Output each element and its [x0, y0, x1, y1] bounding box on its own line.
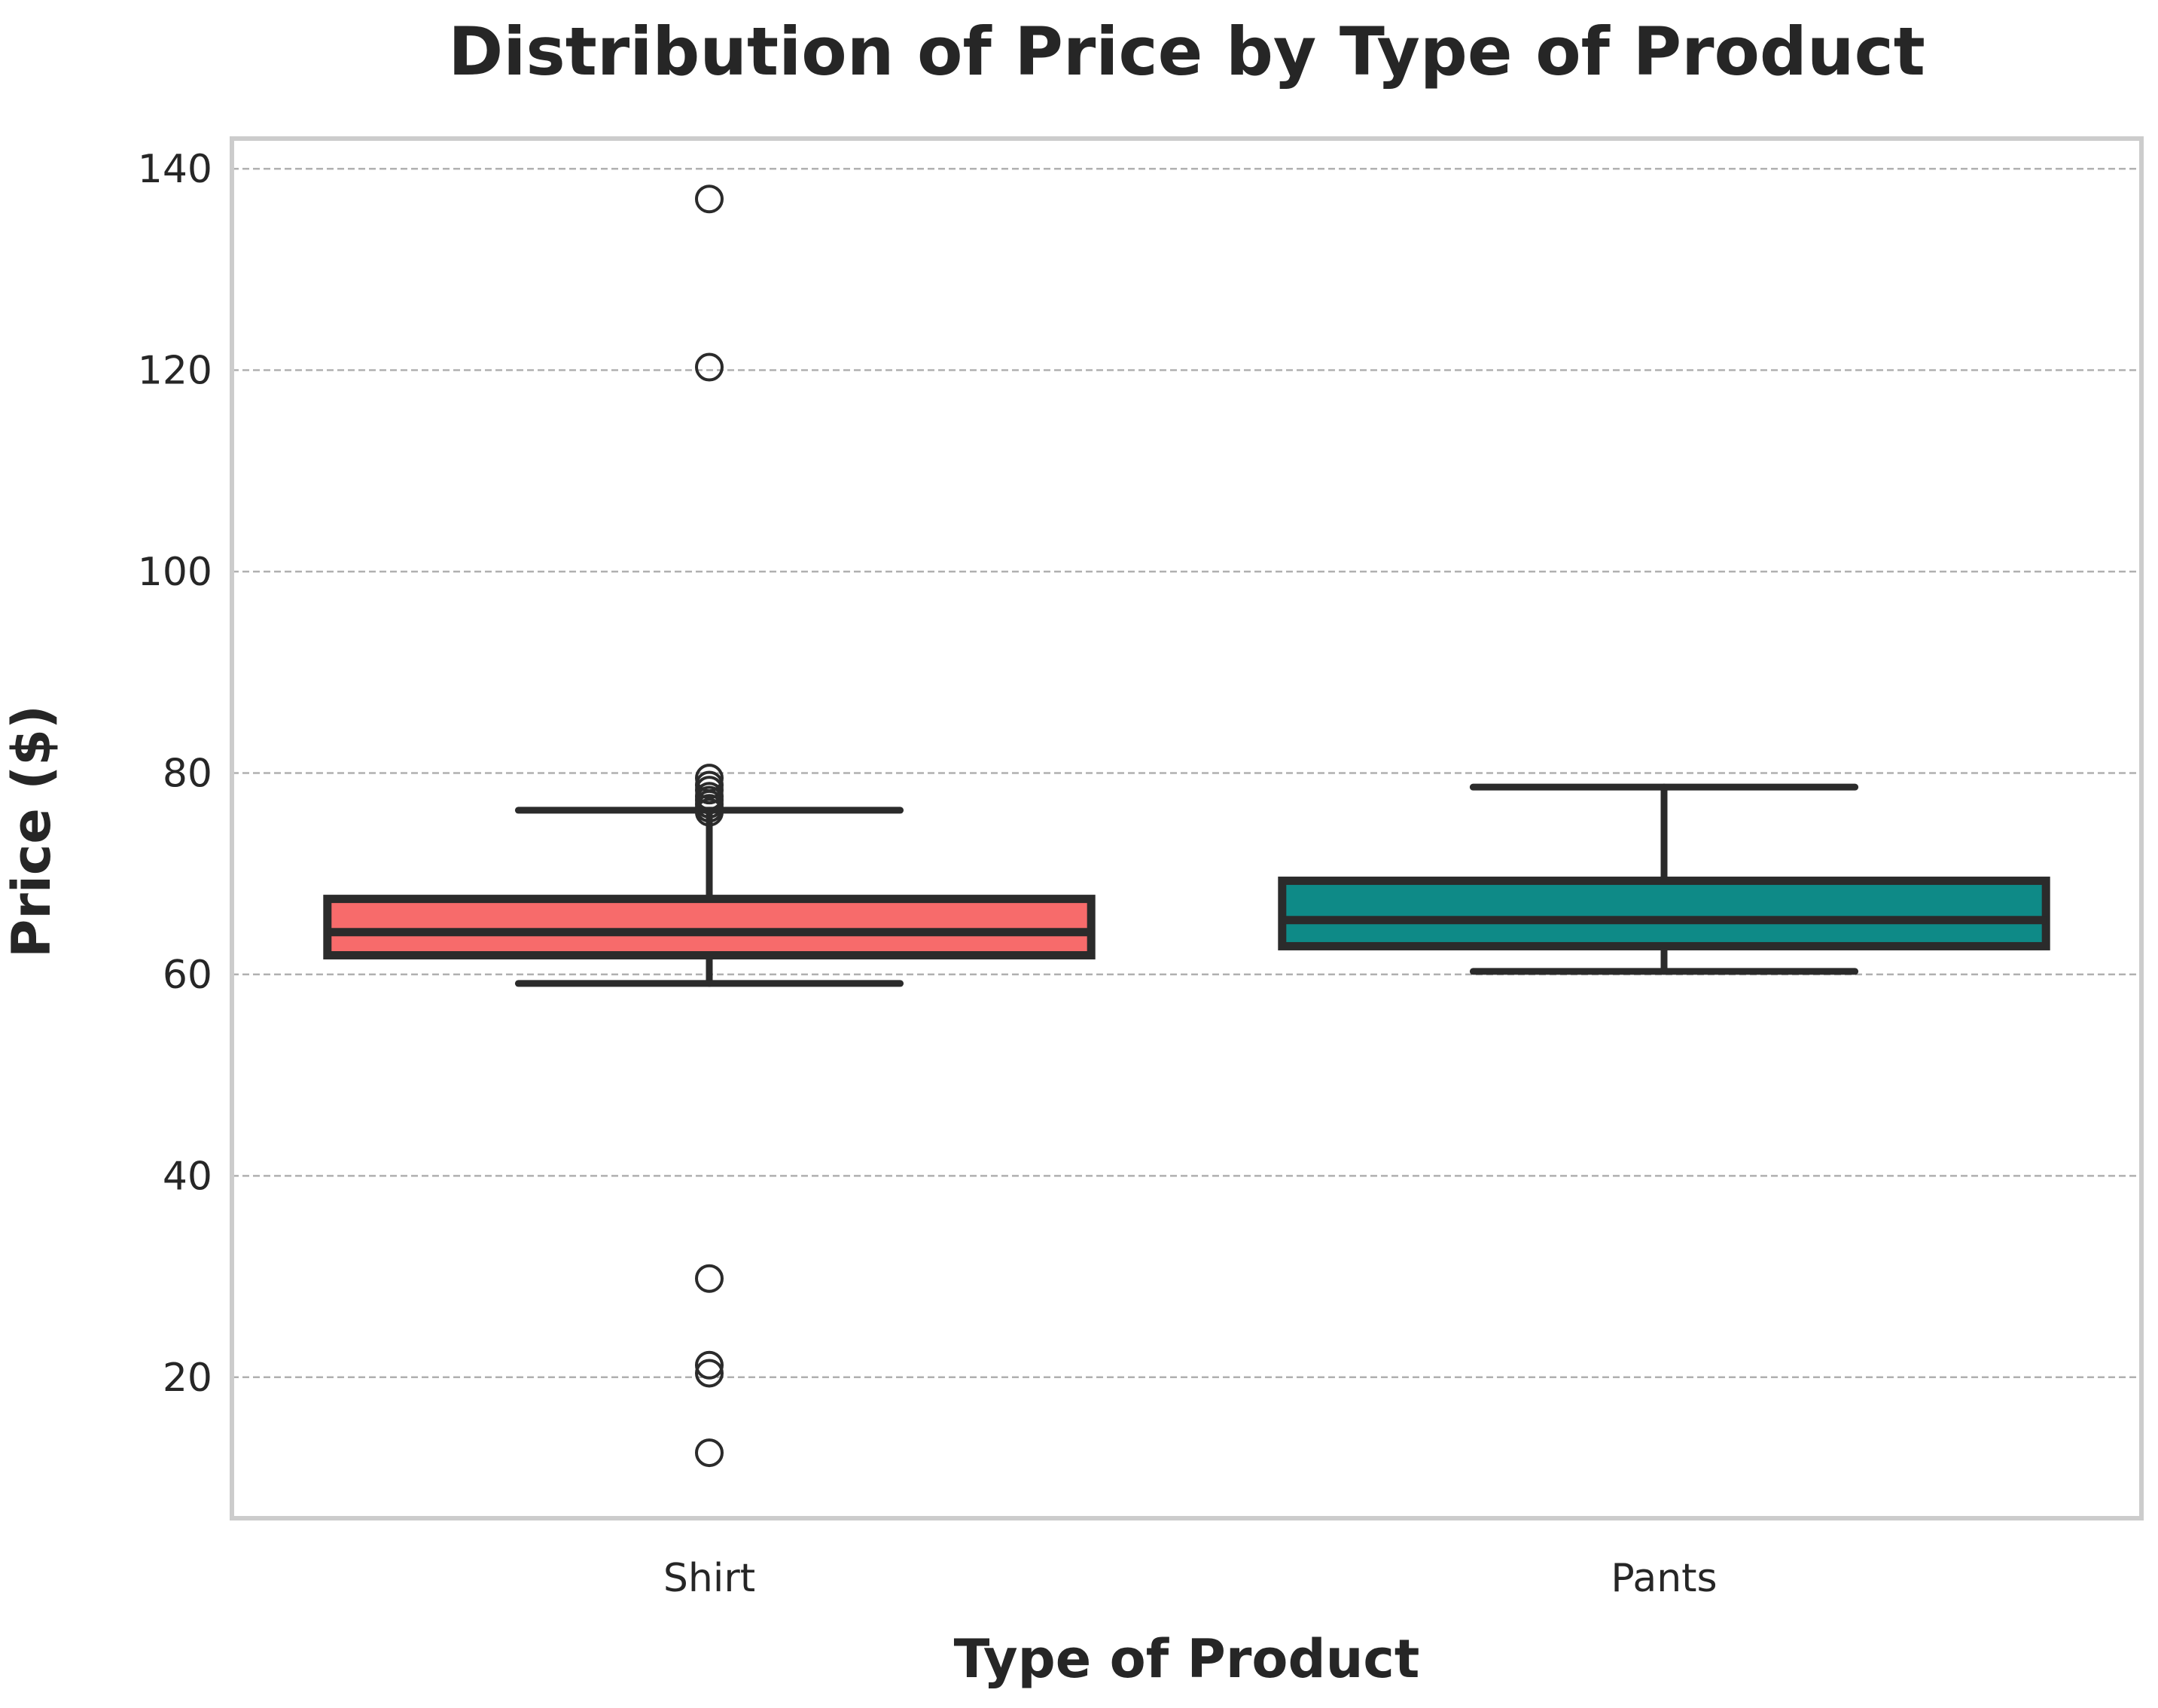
- outlier-point: [695, 1359, 724, 1388]
- iqr-box: [1278, 877, 2050, 950]
- box-group: [323, 185, 1096, 1468]
- y-tick-label: 120: [138, 349, 212, 394]
- y-tick-label: 80: [163, 751, 212, 796]
- y-tick-label: 100: [138, 550, 212, 595]
- outlier-point: [695, 1438, 724, 1468]
- x-axis-label: Type of Product: [954, 1628, 1420, 1690]
- outlier-point: [695, 1264, 724, 1293]
- y-tick-label: 140: [138, 147, 212, 192]
- y-gridlines: [232, 167, 2141, 1379]
- x-tick-labels: Shirt Pants: [663, 1556, 1718, 1601]
- plot-frame: [230, 136, 2144, 1520]
- outlier-point: [695, 185, 724, 214]
- y-tick-labels: 20 40 60 80 100 120 140: [138, 147, 212, 1401]
- x-tick-label: Pants: [1611, 1556, 1717, 1601]
- boxes: [323, 185, 2050, 1468]
- y-tick-label: 60: [163, 953, 212, 998]
- outlier-point: [695, 798, 724, 827]
- outlier-point: [695, 1350, 724, 1380]
- outlier-point: [695, 352, 724, 382]
- x-tick-label: Shirt: [663, 1556, 755, 1601]
- y-tick-label: 40: [163, 1154, 212, 1199]
- y-tick-label: 20: [163, 1356, 212, 1401]
- chart-title: Distribution of Price by Type of Product: [448, 13, 1925, 90]
- y-axis-label: Price ($): [1, 705, 62, 958]
- box-group: [1278, 783, 2050, 975]
- iqr-box: [323, 895, 1096, 959]
